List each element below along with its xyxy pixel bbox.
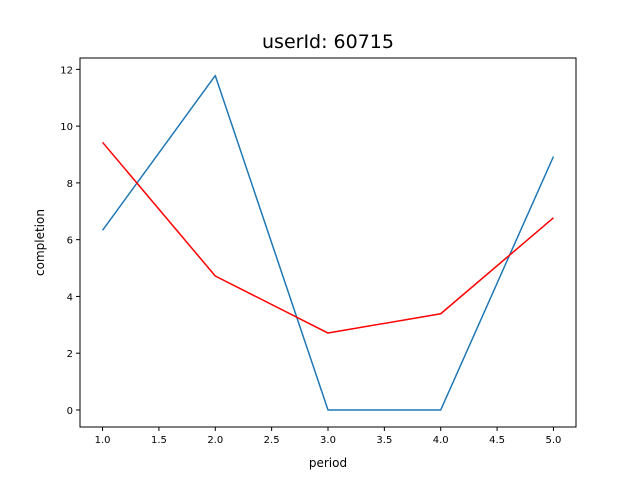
series-line-2	[101, 141, 554, 334]
y-tick-label: 4	[67, 292, 73, 303]
y-tick-label: 8	[67, 179, 73, 190]
x-tick-label: 3.5	[376, 435, 392, 446]
x-axis-label: period	[309, 456, 347, 470]
y-tick-label: 12	[60, 65, 73, 76]
y-tick-label: 10	[60, 122, 73, 133]
y-axis: 0 2 4 6 8 10 12	[60, 65, 80, 417]
chart-title: userId: 60715	[262, 31, 394, 53]
x-tick-label: 4.0	[433, 435, 449, 446]
y-axis-label: completion	[33, 209, 47, 276]
x-tick-label: 2.0	[207, 435, 223, 446]
x-tick-label: 5.0	[546, 435, 562, 446]
x-tick-label: 3.0	[320, 435, 336, 446]
y-tick-label: 2	[67, 349, 73, 360]
series-line-1	[101, 74, 555, 411]
x-tick-label: 2.5	[264, 435, 280, 446]
y-tick-label: 0	[67, 406, 73, 417]
plot-frame	[79, 57, 577, 428]
x-tick-label: 1.0	[95, 435, 111, 446]
y-tick-label: 6	[67, 236, 73, 247]
x-axis: 1.0 1.5 2.0 2.5 3.0 3.5 4.0 4.5 5.0	[95, 427, 562, 446]
x-tick-label: 4.5	[489, 435, 505, 446]
x-tick-label: 1.5	[151, 435, 167, 446]
series-layer	[101, 74, 555, 411]
